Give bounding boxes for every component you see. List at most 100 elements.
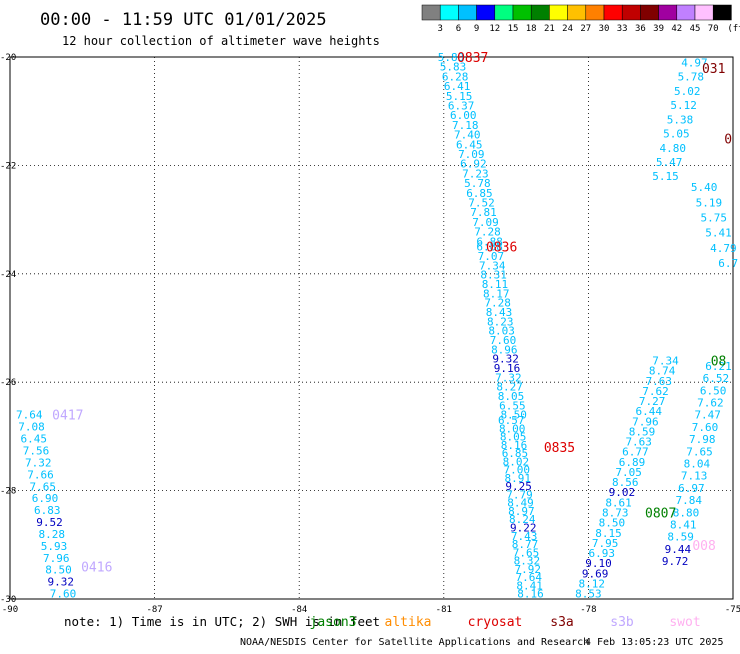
data-point-label: 4.80 xyxy=(660,142,687,155)
data-point-label: 7.34 xyxy=(652,355,679,368)
data-point-label: 7.18 xyxy=(452,119,479,132)
data-point-label: 7.64 xyxy=(16,409,43,422)
plot-area: -90 -87 -84 -81 -78 -75 -20 -22 -24 -26 -28 -30 5.83… xyxy=(0,51,740,615)
y-tick-label: -22 xyxy=(0,161,16,171)
colorbar-label: 27 xyxy=(580,24,591,34)
data-point-label: 7.05 xyxy=(615,466,642,479)
data-point-label: 7.84 xyxy=(675,494,702,507)
data-point-label: 7.96 xyxy=(43,552,70,565)
data-point-label: 6.89 xyxy=(619,456,646,469)
data-point-label: 6.97 xyxy=(678,482,705,495)
data-point-label: 8.16 xyxy=(501,439,528,452)
data-point-label: 6.21 xyxy=(705,360,732,373)
data-point-label: 8.74 xyxy=(649,365,676,378)
data-point-label: 5.38 xyxy=(667,113,694,126)
data-point-label: 8.02 xyxy=(503,455,530,468)
data-point-label: 7.65 xyxy=(513,546,540,559)
data-point-label: 7.79 xyxy=(506,488,533,501)
data-point-label: 8.11 xyxy=(482,278,509,291)
data-point-label: 8.04 xyxy=(684,458,711,471)
colorbar-swatch xyxy=(567,4,587,21)
plot-frame xyxy=(9,56,734,600)
colorbar-swatch xyxy=(585,4,605,21)
y-tick-label: -28 xyxy=(0,487,16,497)
data-point-label: 5.78 xyxy=(678,71,705,84)
colorbar-swatch xyxy=(712,4,732,21)
data-point-label: 6.83 xyxy=(34,504,61,517)
data-point-label: 6.44 xyxy=(636,405,663,418)
y-tick-label: -20 xyxy=(0,53,16,63)
satellite-legend-entry: altika xyxy=(385,615,432,630)
data-point-label: 6.92 xyxy=(460,158,487,171)
data-point-label: 5.75 xyxy=(700,211,727,224)
colorbar-swatch xyxy=(421,4,441,21)
colorbar-swatch xyxy=(640,4,659,21)
data-point-label: 4.79 xyxy=(710,242,737,255)
data-point-label: 5.47 xyxy=(656,156,683,169)
data-point-label: 6.88 xyxy=(476,235,503,248)
colorbar-swatch xyxy=(458,4,477,21)
data-point-label: 5.12 xyxy=(670,99,697,112)
pass-label: 0837 xyxy=(457,51,488,66)
x-tick-label: -78 xyxy=(580,605,596,615)
satellite-legend-entry: s3b xyxy=(610,615,634,630)
data-point-label: 8.27 xyxy=(496,381,523,394)
satellite-legend: jason3 altika cryosat s3a s3b swot xyxy=(310,615,701,630)
pass-label: 0 xyxy=(724,132,732,147)
pass-label: 0807 xyxy=(645,506,676,521)
data-point-label: 6.50 xyxy=(700,384,727,397)
data-point-label: 8.53 xyxy=(575,588,602,601)
data-point-label: 7.98 xyxy=(689,433,716,446)
data-point-label: 5.83 xyxy=(440,61,467,74)
data-point-label: 7.63 xyxy=(625,436,652,449)
data-point-label: 6.28 xyxy=(442,70,469,83)
data-point-label: 7.28 xyxy=(474,226,501,239)
colorbar-swatch xyxy=(530,4,550,21)
colorbar-swatch xyxy=(603,4,623,21)
satellite-legend-entry: s3a xyxy=(550,615,573,630)
pass-label: 08 xyxy=(711,355,727,370)
data-point-label: 8.59 xyxy=(667,531,694,544)
data-point-label: 6.45 xyxy=(456,138,483,151)
data-point-label: 7.92 xyxy=(515,563,542,576)
colorbar-unit: (ft) xyxy=(727,24,740,34)
data-point-label: 7.43 xyxy=(511,530,538,543)
data-point-label: 9.32 xyxy=(48,576,75,589)
data-point-label: 7.40 xyxy=(454,129,481,142)
colorbar-label: 21 xyxy=(544,24,555,34)
colorbar-label: 45 xyxy=(690,24,701,34)
data-point-label: 7.62 xyxy=(642,385,669,398)
data-point-label: 7.62 xyxy=(697,397,724,410)
data-point-label: 9.25 xyxy=(505,480,532,493)
pass-label: 008 xyxy=(692,539,715,554)
data-point-label: 6.57 xyxy=(498,414,525,427)
x-tick-label: -84 xyxy=(291,605,307,615)
data-point-label: 8.56 xyxy=(612,476,639,489)
data-point-label: 8.31 xyxy=(480,269,507,282)
data-point-label: 6.77 xyxy=(622,446,649,459)
data-point-label: 7.63 xyxy=(646,375,673,388)
data-point-label: 5.41 xyxy=(705,227,732,240)
data-point-label: 6.93 xyxy=(589,547,616,560)
colorbar-swatch xyxy=(549,4,568,21)
pass-label: 0417 xyxy=(52,409,83,424)
data-point-label: 7.81 xyxy=(470,206,497,219)
x-tick-label: -75 xyxy=(725,605,740,615)
data-point-label: 7.65 xyxy=(30,480,57,493)
data-point-label: 5.15 xyxy=(652,170,679,183)
data-point-label: 8.15 xyxy=(595,527,622,540)
data-point-label: 8.05 xyxy=(500,431,527,444)
colorbar-label: 33 xyxy=(617,24,628,34)
y-tick-label: -24 xyxy=(0,270,16,280)
data-point-label: 7.27 xyxy=(639,395,666,408)
note-text: note: 1) Time is in UTC; 2) SWH is in fe… xyxy=(64,614,380,629)
data-point-label: 8.24 xyxy=(509,513,536,526)
data-point-label: 7.95 xyxy=(592,537,619,550)
colorbar-label: 70 xyxy=(708,24,719,34)
colorbar-swatch xyxy=(658,4,678,21)
data-point-label: 7.66 xyxy=(27,468,54,481)
data-point-label: 8.41 xyxy=(670,518,697,531)
data-point-label: 9.02 xyxy=(609,486,636,499)
data-point-label: 8.49 xyxy=(507,497,534,510)
